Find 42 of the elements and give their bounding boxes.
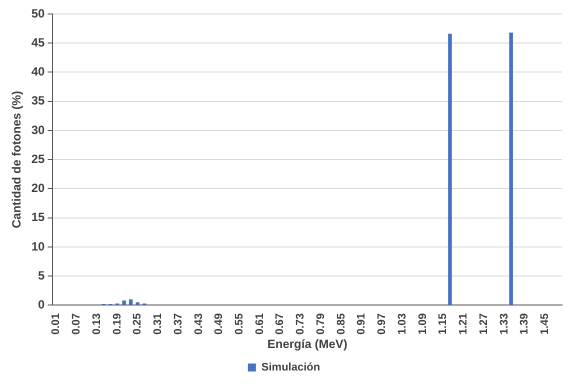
x-tick-label: 0.49 [213,313,226,335]
x-tick-label: 0.43 [192,313,205,335]
x-tick-label: 1.21 [458,313,470,335]
y-tick-label: 50 [31,6,46,20]
x-tick-label: 0.37 [172,313,184,335]
bar [509,32,513,305]
y-tick-label: 15 [31,210,46,224]
x-tick-label: 0.19 [111,313,124,335]
y-axis-title: Cantidad de fotones (%) [10,90,24,228]
x-tick-label: 0.67 [274,313,286,335]
x-tick-label: 1.09 [416,313,429,335]
x-tick-label: 1.45 [539,313,552,335]
y-tick-label: 40 [31,64,46,79]
x-tick-label: 0.07 [70,313,83,335]
x-tick-label: 1.03 [396,313,408,335]
y-tick-label: 45 [31,35,46,50]
y-tick-label: 30 [31,122,46,137]
x-tick-label: 0.85 [335,313,348,335]
y-tick-label: 0 [38,298,46,312]
y-tick-label: 35 [31,94,46,108]
y-tick-label: 20 [31,181,46,196]
x-axis-title: Energía (MeV) [267,337,348,352]
x-tick-label: 1.15 [437,313,450,335]
bar [448,34,452,305]
y-tick-label: 5 [38,268,46,282]
x-tick-label: 1.39 [518,313,531,335]
legend-label: Simulación [261,362,320,374]
x-tick-label: 0.73 [294,313,307,335]
y-tick-label: 10 [31,239,46,254]
x-tick-label: 0.13 [90,313,103,335]
y-tick-label: 25 [31,152,46,166]
x-tick-label: 0.61 [254,313,266,335]
x-tick-label: 1.27 [478,313,490,335]
x-tick-label: 0.25 [132,313,144,335]
x-tick-label: 0.55 [234,313,246,335]
x-tick-label: 1.33 [498,313,510,335]
x-tick-label: 0.31 [152,313,164,335]
x-tick-label: 0.79 [314,313,327,335]
x-tick-label: 0.01 [50,313,62,335]
bar [122,300,126,305]
x-tick-label: 0.91 [356,313,368,335]
x-tick-label: 0.97 [376,313,388,335]
